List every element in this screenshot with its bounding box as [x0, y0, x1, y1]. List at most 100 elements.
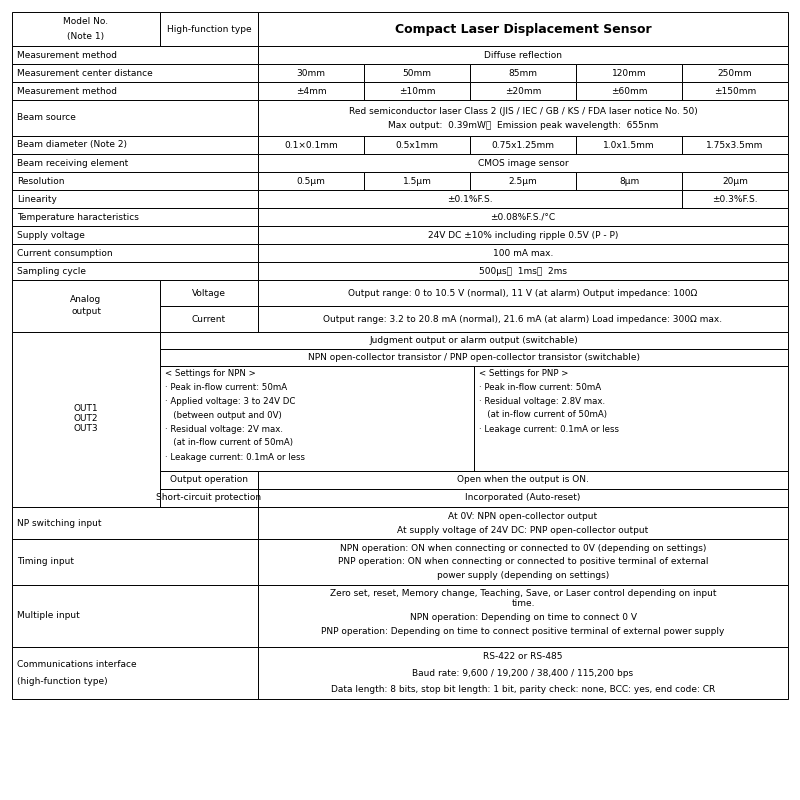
Bar	[364, 82, 470, 100]
Text: (high-function type): (high-function type)	[17, 678, 108, 686]
Text: ±60mm: ±60mm	[610, 86, 647, 95]
Text: 0.5x1mm: 0.5x1mm	[395, 141, 438, 150]
Text: ±150mm: ±150mm	[714, 86, 756, 95]
Text: ±0.3%F.S.: ±0.3%F.S.	[712, 194, 758, 203]
Text: 2.5μm: 2.5μm	[509, 177, 538, 186]
Bar	[160, 471, 258, 489]
Text: ±0.1%F.S.: ±0.1%F.S.	[447, 194, 493, 203]
Text: output: output	[71, 307, 101, 317]
Text: ±4mm: ±4mm	[296, 86, 326, 95]
Bar	[258, 489, 788, 507]
Bar	[258, 647, 788, 699]
Text: Model No.: Model No.	[63, 18, 109, 26]
Text: Current consumption: Current consumption	[17, 249, 113, 258]
Text: Beam source: Beam source	[17, 114, 76, 122]
Text: 50mm: 50mm	[402, 69, 431, 78]
Text: · Peak in-flow current: 50mA: · Peak in-flow current: 50mA	[165, 382, 287, 391]
Text: Compact Laser Displacement Sensor: Compact Laser Displacement Sensor	[394, 22, 651, 35]
Text: Temperature haracteristics: Temperature haracteristics	[17, 213, 139, 222]
Text: At supply voltage of 24V DC: PNP open-collector output: At supply voltage of 24V DC: PNP open-co…	[398, 526, 649, 534]
Text: Zero set, reset, Memory change, Teaching, Save, or Laser control depending on in: Zero set, reset, Memory change, Teaching…	[330, 589, 716, 598]
Text: 85mm: 85mm	[509, 69, 538, 78]
Bar	[258, 539, 788, 585]
Bar	[470, 64, 576, 82]
Text: ±20mm: ±20mm	[505, 86, 541, 95]
Text: (at in-flow current of 50mA): (at in-flow current of 50mA)	[165, 438, 293, 447]
Text: 0.5μm: 0.5μm	[297, 177, 326, 186]
Bar	[160, 12, 258, 46]
Text: 30mm: 30mm	[297, 69, 326, 78]
Bar	[258, 471, 788, 489]
Text: At 0V: NPN open-collector output: At 0V: NPN open-collector output	[449, 512, 598, 521]
Text: · Peak in-flow current: 50mA: · Peak in-flow current: 50mA	[479, 382, 601, 391]
Bar	[12, 280, 160, 332]
Bar	[258, 64, 364, 82]
Bar	[12, 244, 258, 262]
Text: Beam receiving element: Beam receiving element	[17, 158, 128, 167]
Text: Resolution: Resolution	[17, 177, 65, 186]
Text: Data length: 8 bits, stop bit length: 1 bit, parity check: none, BCC: yes, end c: Data length: 8 bits, stop bit length: 1 …	[331, 685, 715, 694]
Bar	[258, 100, 788, 136]
Text: 8μm: 8μm	[619, 177, 639, 186]
Text: 24V DC ±10% including ripple 0.5V (P - P): 24V DC ±10% including ripple 0.5V (P - P…	[428, 230, 618, 239]
Bar	[682, 64, 788, 82]
Text: Short-circuit protection: Short-circuit protection	[157, 494, 262, 502]
Bar	[12, 100, 258, 136]
Bar	[12, 539, 258, 585]
Text: NPN open-collector transistor / PNP open-collector transistor (switchable): NPN open-collector transistor / PNP open…	[308, 353, 640, 362]
Text: Timing input: Timing input	[17, 558, 74, 566]
Text: NPN operation: ON when connecting or connected to 0V (depending on settings): NPN operation: ON when connecting or con…	[340, 544, 706, 553]
Text: 500μs，  1ms，  2ms: 500μs， 1ms， 2ms	[479, 266, 567, 275]
Bar	[12, 82, 258, 100]
Bar	[258, 172, 364, 190]
Bar	[258, 136, 364, 154]
Bar	[470, 136, 576, 154]
Text: CMOS image sensor: CMOS image sensor	[478, 158, 568, 167]
Text: · Leakage current: 0.1mA or less: · Leakage current: 0.1mA or less	[165, 453, 305, 462]
Text: OUT1
OUT2
OUT3: OUT1 OUT2 OUT3	[74, 403, 98, 434]
Text: Baud rate: 9,600 / 19,200 / 38,400 / 115,200 bps: Baud rate: 9,600 / 19,200 / 38,400 / 115…	[413, 669, 634, 678]
Text: 1.5μm: 1.5μm	[402, 177, 431, 186]
Bar	[12, 226, 258, 244]
Bar	[160, 366, 474, 471]
Bar	[12, 208, 258, 226]
Bar	[12, 46, 258, 64]
Text: power supply (depending on settings): power supply (depending on settings)	[437, 571, 609, 580]
Text: 120mm: 120mm	[612, 69, 646, 78]
Text: Beam diameter (Note 2): Beam diameter (Note 2)	[17, 141, 127, 150]
Text: Measurement method: Measurement method	[17, 86, 117, 95]
Text: Incorporated (Auto-reset): Incorporated (Auto-reset)	[466, 494, 581, 502]
Bar	[470, 172, 576, 190]
Text: · Leakage current: 0.1mA or less: · Leakage current: 0.1mA or less	[479, 425, 619, 434]
Bar	[12, 12, 160, 46]
Bar	[160, 349, 788, 366]
Text: Measurement center distance: Measurement center distance	[17, 69, 153, 78]
Text: Voltage: Voltage	[192, 289, 226, 298]
Bar	[258, 82, 364, 100]
Bar	[160, 489, 258, 507]
Bar	[160, 332, 788, 349]
Text: ±0.08%F.S./°C: ±0.08%F.S./°C	[490, 213, 555, 222]
Bar	[258, 46, 788, 64]
Bar	[258, 12, 788, 46]
Bar	[576, 82, 682, 100]
Text: Linearity: Linearity	[17, 194, 57, 203]
Bar	[12, 64, 258, 82]
Bar	[258, 306, 788, 332]
Text: · Applied voltage: 3 to 24V DC: · Applied voltage: 3 to 24V DC	[165, 397, 295, 406]
Bar	[12, 262, 258, 280]
Bar	[470, 82, 576, 100]
Bar	[682, 136, 788, 154]
Text: (at in-flow current of 50mA): (at in-flow current of 50mA)	[479, 410, 607, 419]
Text: 250mm: 250mm	[718, 69, 752, 78]
Bar	[160, 280, 258, 306]
Text: Red semiconductor laser Class 2 (JIS / IEC / GB / KS / FDA laser notice No. 50): Red semiconductor laser Class 2 (JIS / I…	[349, 107, 698, 116]
Text: Output operation: Output operation	[170, 475, 248, 485]
Text: NP switching input: NP switching input	[17, 518, 102, 527]
Bar	[258, 154, 788, 172]
Text: (Note 1): (Note 1)	[67, 31, 105, 41]
Bar	[12, 136, 258, 154]
Text: Open when the output is ON.: Open when the output is ON.	[457, 475, 589, 485]
Bar	[258, 226, 788, 244]
Bar	[258, 507, 788, 539]
